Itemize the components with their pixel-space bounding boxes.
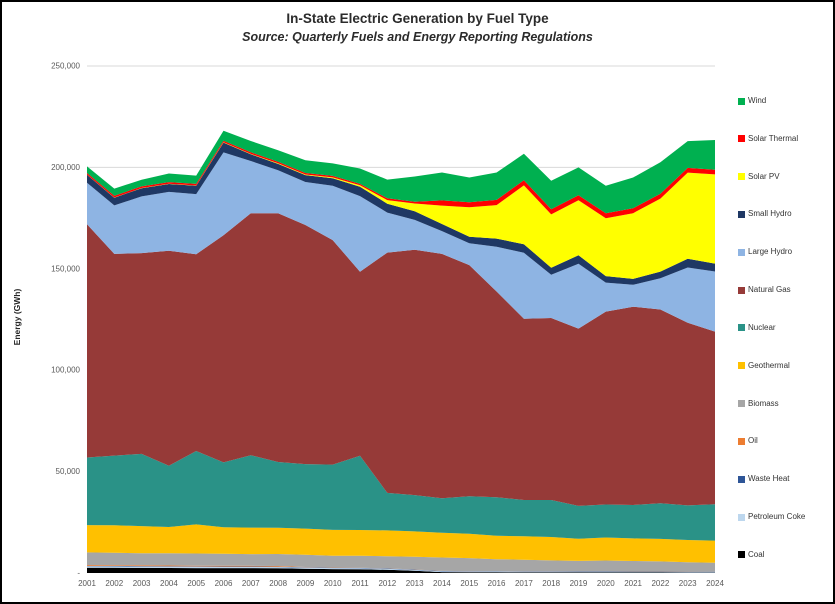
legend-label: Solar PV bbox=[748, 171, 780, 181]
legend-swatch-waste-heat bbox=[738, 475, 745, 483]
legend-swatch-small-hydro bbox=[738, 210, 745, 218]
x-tick-label: 2004 bbox=[160, 579, 178, 588]
x-tick-label: 2022 bbox=[651, 579, 669, 588]
legend-label: Natural Gas bbox=[748, 285, 791, 295]
legend-item-petroleum-coke: Petroleum Coke bbox=[738, 513, 805, 521]
x-tick-label: 2009 bbox=[297, 579, 315, 588]
legend-item-geothermal: Geothermal bbox=[738, 360, 805, 370]
legend-swatch-nuclear bbox=[738, 324, 745, 332]
legend-swatch-biomass bbox=[738, 400, 745, 408]
area-geothermal bbox=[87, 524, 715, 563]
legend-item-biomass: Biomass bbox=[738, 398, 805, 408]
legend-label: Wind bbox=[748, 96, 767, 105]
area-solar-pv bbox=[87, 142, 715, 279]
chart-title: In-State Electric Generation by Fuel Typ… bbox=[286, 11, 549, 26]
legend-label: Solar Thermal bbox=[748, 133, 799, 143]
legend-swatch-large-hydro bbox=[738, 248, 745, 256]
legend-swatch-wind bbox=[738, 97, 745, 105]
legend-item-wind: Wind bbox=[738, 97, 805, 105]
x-tick-label: 2016 bbox=[488, 579, 506, 588]
legend-label: Coal bbox=[748, 549, 765, 559]
y-tick-label: 100,000 bbox=[51, 366, 80, 375]
x-tick-label: 2011 bbox=[351, 579, 369, 588]
legend-label: Biomass bbox=[748, 398, 779, 408]
legend-swatch-petroleum-coke bbox=[738, 513, 745, 521]
y-tick-label: 50,000 bbox=[56, 467, 81, 476]
x-tick-label: 2005 bbox=[187, 579, 205, 588]
x-tick-label: 2013 bbox=[406, 579, 424, 588]
x-tick-label: 2003 bbox=[133, 579, 151, 588]
legend-item-small-hydro: Small Hydro bbox=[738, 210, 805, 218]
legend-item-large-hydro: Large Hydro bbox=[738, 248, 805, 256]
legend-swatch-coal bbox=[738, 551, 745, 559]
legend-item-natural-gas: Natural Gas bbox=[738, 286, 805, 294]
area-waste-heat bbox=[87, 565, 715, 573]
x-tick-label: 2021 bbox=[624, 579, 642, 588]
y-tick-label: 250,000 bbox=[51, 62, 80, 71]
legend-item-coal: Coal bbox=[738, 549, 805, 559]
legend-label: Petroleum Coke bbox=[748, 512, 806, 522]
area-coal bbox=[87, 567, 715, 573]
legend-label: Waste Heat bbox=[748, 474, 790, 484]
area-wind bbox=[87, 130, 715, 214]
chart-legend: Wind Solar Thermal Solar PV Small Hydro Larg… bbox=[738, 97, 805, 559]
x-tick-label: 2006 bbox=[215, 579, 233, 588]
y-tick-label: - bbox=[77, 569, 80, 578]
area-biomass bbox=[87, 552, 715, 572]
legend-swatch-geothermal bbox=[738, 362, 745, 370]
x-tick-label: 2018 bbox=[542, 579, 560, 588]
legend-item-oil: Oil bbox=[738, 437, 805, 445]
area-large-hydro bbox=[87, 152, 715, 332]
legend-label: Small Hydro bbox=[748, 209, 792, 219]
legend-label: Nuclear bbox=[748, 322, 776, 332]
x-tick-label: 2017 bbox=[515, 579, 533, 588]
area-oil bbox=[87, 565, 715, 572]
chart-subtitle: Source: Quarterly Fuels and Energy Repor… bbox=[242, 30, 593, 44]
legend-label: Geothermal bbox=[748, 360, 790, 370]
legend-label: Oil bbox=[748, 436, 758, 446]
x-tick-label: 2014 bbox=[433, 579, 451, 588]
x-tick-label: 2012 bbox=[378, 579, 396, 588]
legend-item-solar-thermal: Solar Thermal bbox=[738, 133, 805, 143]
x-tick-label: 2023 bbox=[679, 579, 697, 588]
x-tick-label: 2001 bbox=[78, 579, 96, 588]
x-tick-label: 2019 bbox=[570, 579, 588, 588]
y-tick-label: 200,000 bbox=[51, 163, 80, 172]
legend-item-waste-heat: Waste Heat bbox=[738, 475, 805, 483]
x-tick-label: 2007 bbox=[242, 579, 260, 588]
legend-swatch-solar-thermal bbox=[738, 135, 745, 143]
area-petroleum-coke bbox=[87, 566, 715, 573]
x-tick-label: 2010 bbox=[324, 579, 342, 588]
legend-item-nuclear: Nuclear bbox=[738, 322, 805, 332]
area-nuclear bbox=[87, 451, 715, 541]
legend-swatch-oil bbox=[738, 437, 745, 445]
x-tick-label: 2020 bbox=[597, 579, 615, 588]
x-tick-label: 2008 bbox=[269, 579, 287, 588]
legend-swatch-solar-pv bbox=[738, 173, 745, 181]
x-tick-label: 2024 bbox=[706, 579, 724, 588]
area-natural-gas bbox=[87, 213, 715, 506]
legend-item-solar-pv: Solar PV bbox=[738, 171, 805, 181]
y-tick-label: 150,000 bbox=[51, 264, 80, 273]
x-tick-label: 2002 bbox=[105, 579, 123, 588]
area-small-hydro bbox=[87, 142, 715, 285]
legend-label: Large Hydro bbox=[748, 247, 793, 257]
x-tick-label: 2015 bbox=[460, 579, 478, 588]
legend-swatch-natural-gas bbox=[738, 286, 745, 294]
